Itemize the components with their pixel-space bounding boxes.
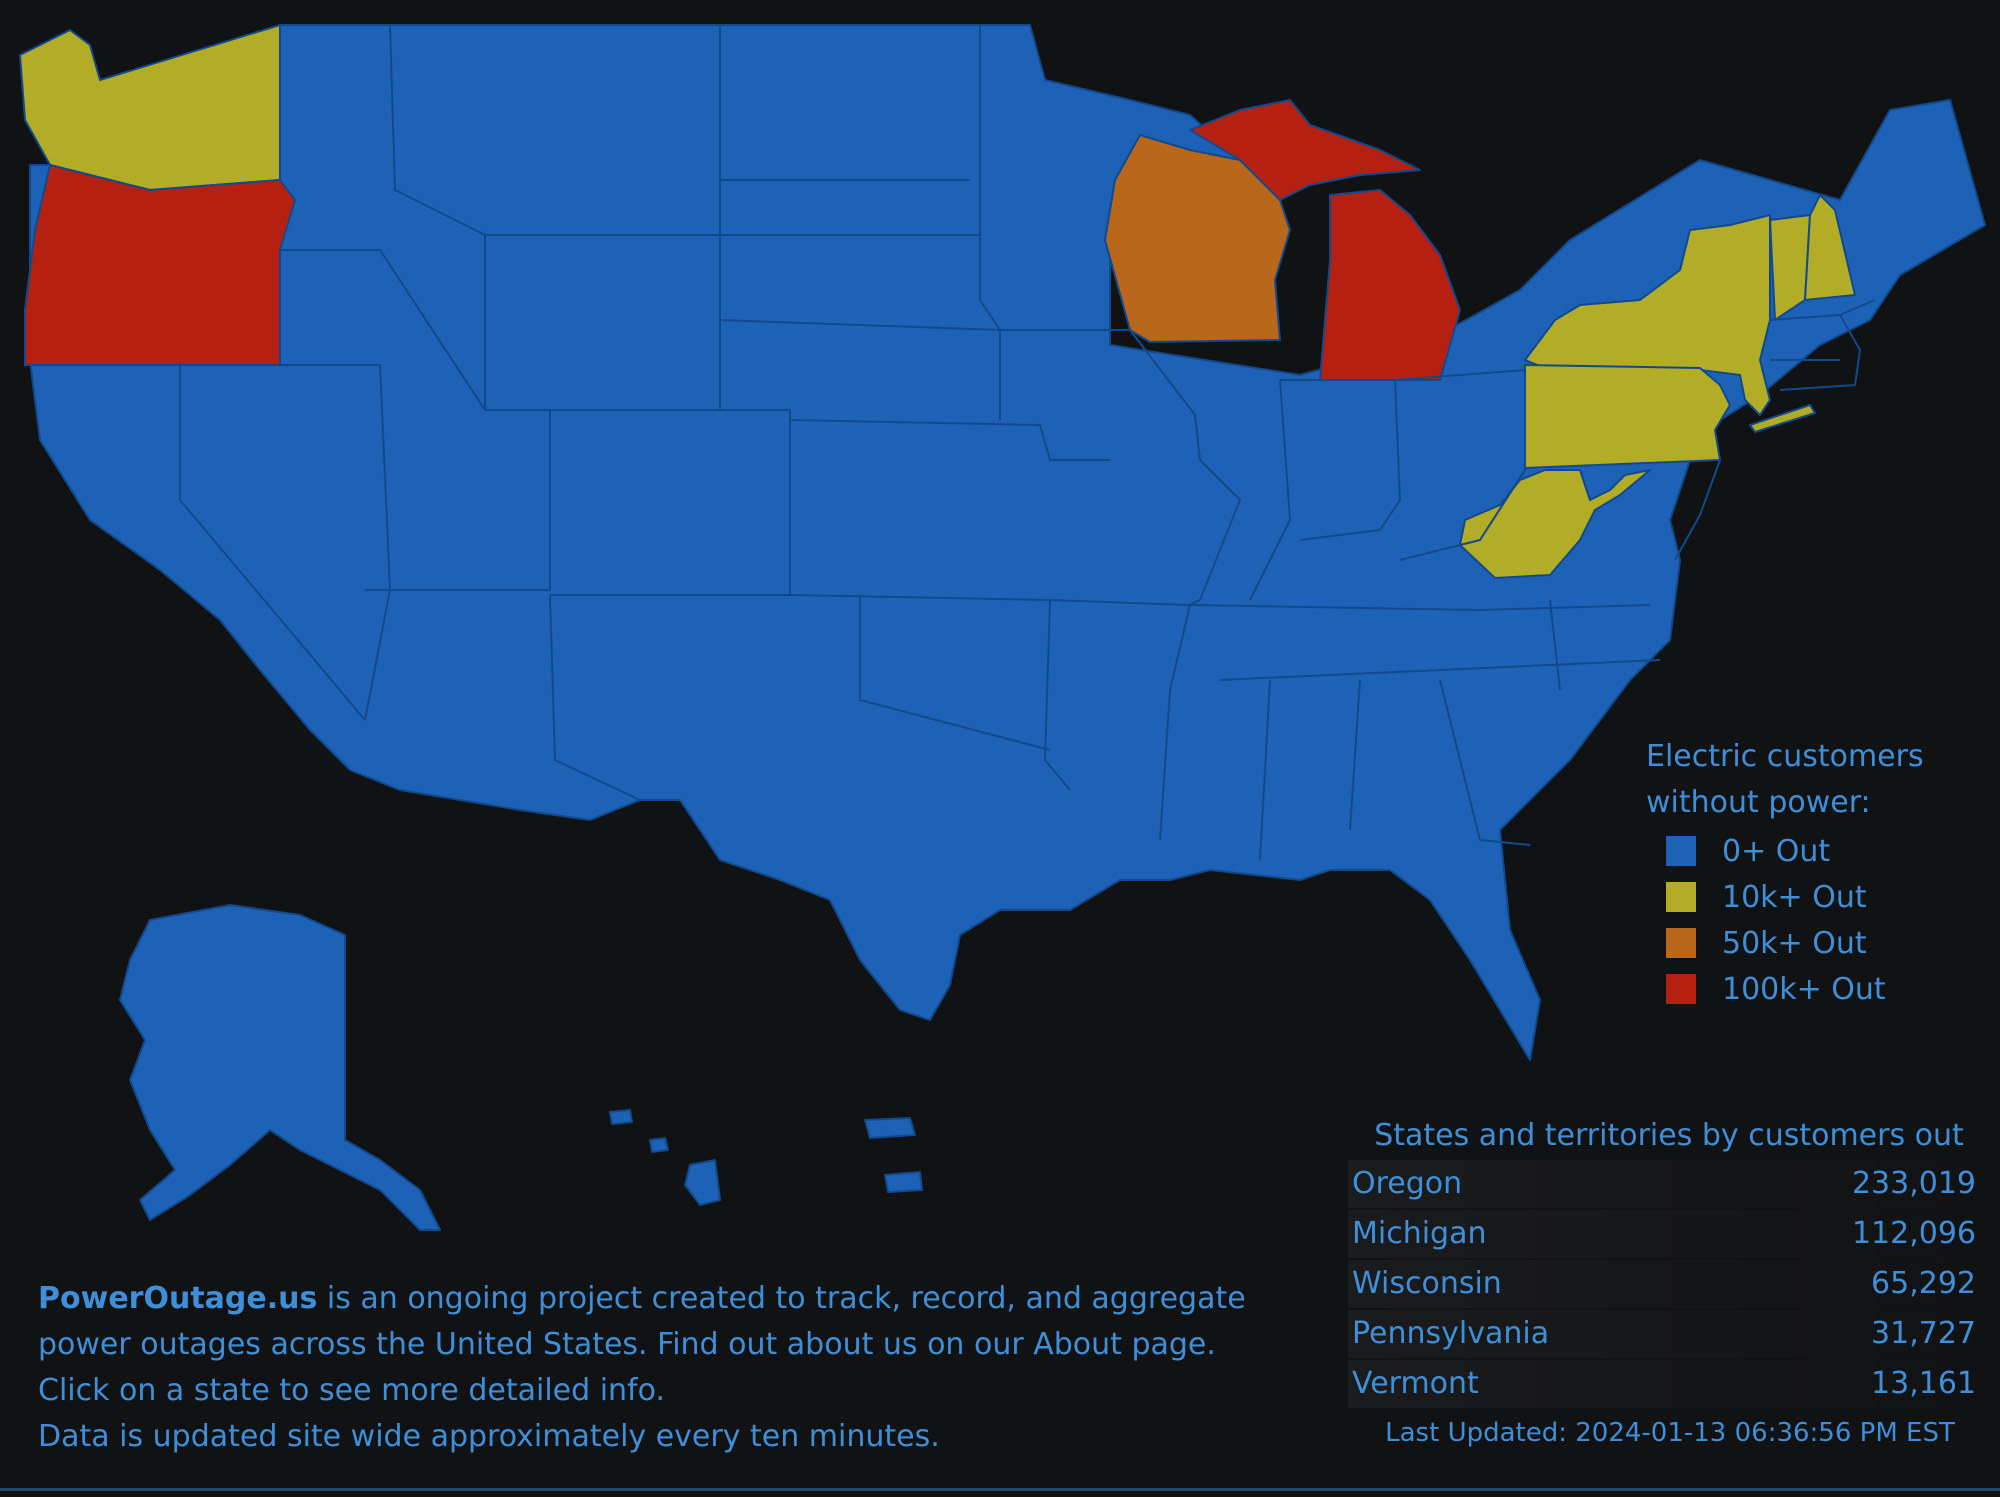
blurb-line1-rest: is an ongoing project created to track, …: [317, 1281, 1246, 1316]
washington[interactable]: [19, 24, 281, 191]
legend-swatch-0: [1666, 836, 1696, 866]
blurb-line3: Click on a state to see more detailed in…: [38, 1373, 665, 1408]
table-row[interactable]: Oregon 233,019: [1348, 1160, 1980, 1208]
hawaii-oahu[interactable]: [609, 1109, 633, 1125]
legend-swatch-10k: [1666, 882, 1696, 912]
blurb-line2: power outages across the United States. …: [38, 1327, 1216, 1362]
legend-item-100k: 100k+ Out: [1646, 966, 1976, 1012]
michigan-upper[interactable]: [1189, 99, 1421, 201]
last-updated: Last Updated: 2024-01-13 06:36:56 PM EST: [1385, 1418, 1955, 1448]
table-row[interactable]: Michigan 112,096: [1348, 1210, 1980, 1258]
bottom-divider: [0, 1488, 2000, 1491]
michigan-lower[interactable]: [1319, 189, 1461, 381]
row-state: Michigan: [1352, 1216, 1487, 1251]
long-island[interactable]: [1749, 404, 1816, 433]
hawaii-maui[interactable]: [649, 1137, 669, 1153]
table-header: States and territories by customers out: [1374, 1118, 1964, 1153]
wisconsin[interactable]: [1104, 134, 1291, 343]
customers-out-table: States and territories by customers out …: [1348, 1114, 1980, 1458]
row-state: Wisconsin: [1352, 1266, 1502, 1301]
legend-item-0: 0+ Out: [1646, 828, 1976, 874]
legend-swatch-50k: [1666, 928, 1696, 958]
virgin-islands[interactable]: [884, 1171, 923, 1193]
oregon[interactable]: [24, 164, 296, 366]
legend-title: Electric customers without power:: [1646, 734, 1976, 826]
legend-label-10k: 10k+ Out: [1722, 879, 1867, 915]
legend-item-50k: 50k+ Out: [1646, 920, 1976, 966]
alaska[interactable]: [119, 904, 441, 1231]
row-count: 31,727: [1871, 1316, 1976, 1351]
row-count: 233,019: [1851, 1166, 1976, 1201]
row-count: 112,096: [1851, 1216, 1976, 1251]
table-row[interactable]: Wisconsin 65,292: [1348, 1260, 1980, 1308]
legend-label-100k: 100k+ Out: [1722, 971, 1886, 1007]
legend-item-10k: 10k+ Out: [1646, 874, 1976, 920]
puerto-rico[interactable]: [864, 1117, 916, 1139]
blurb-line4: Data is updated site wide approximately …: [38, 1419, 940, 1454]
table-row[interactable]: Pennsylvania 31,727: [1348, 1310, 1980, 1358]
new-hampshire[interactable]: [1804, 194, 1856, 301]
legend: Electric customers without power: 0+ Out…: [1646, 734, 1976, 1012]
row-state: Pennsylvania: [1352, 1316, 1550, 1351]
hawaii[interactable]: [684, 1159, 721, 1206]
site-description: PowerOutage.us is an ongoing project cre…: [38, 1276, 1328, 1460]
row-state: Oregon: [1352, 1166, 1463, 1201]
row-count: 13,161: [1871, 1366, 1976, 1401]
legend-title-line1: Electric customers: [1646, 739, 1924, 774]
state-borders: [179, 24, 1876, 861]
row-count: 65,292: [1871, 1266, 1976, 1301]
legend-label-50k: 50k+ Out: [1722, 925, 1867, 961]
legend-title-line2: without power:: [1646, 785, 1871, 820]
pennsylvania[interactable]: [1524, 364, 1731, 469]
legend-label-0: 0+ Out: [1722, 833, 1831, 869]
legend-swatch-100k: [1666, 974, 1696, 1004]
blurb-line1: PowerOutage.us is an ongoing project cre…: [38, 1276, 1328, 1322]
table-row[interactable]: Vermont 13,161: [1348, 1360, 1980, 1408]
row-state: Vermont: [1352, 1366, 1479, 1401]
brand-link[interactable]: PowerOutage.us: [38, 1281, 318, 1316]
